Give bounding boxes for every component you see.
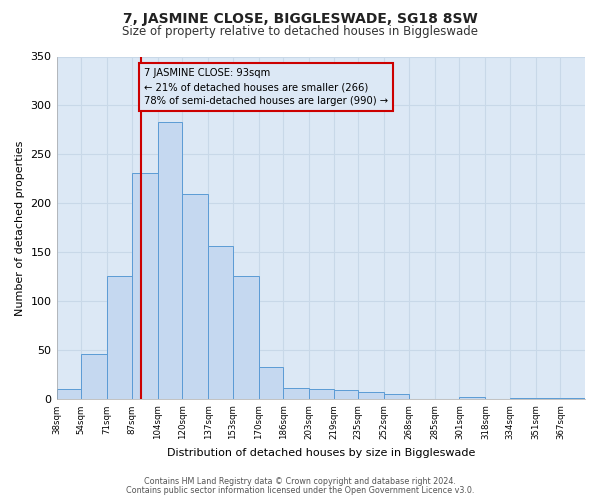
Bar — [233, 276, 259, 400]
Bar — [560, 398, 585, 400]
Bar — [208, 246, 233, 400]
Bar — [81, 354, 107, 400]
X-axis label: Distribution of detached houses by size in Biggleswade: Distribution of detached houses by size … — [167, 448, 475, 458]
Bar — [56, 388, 81, 400]
Text: Size of property relative to detached houses in Biggleswade: Size of property relative to detached ho… — [122, 25, 478, 38]
Bar — [259, 367, 283, 400]
Text: Contains public sector information licensed under the Open Government Licence v3: Contains public sector information licen… — [126, 486, 474, 495]
Bar — [358, 392, 385, 400]
Bar — [536, 398, 560, 400]
Text: 7 JASMINE CLOSE: 93sqm
← 21% of detached houses are smaller (266)
78% of semi-de: 7 JASMINE CLOSE: 93sqm ← 21% of detached… — [144, 68, 388, 106]
Text: 7, JASMINE CLOSE, BIGGLESWADE, SG18 8SW: 7, JASMINE CLOSE, BIGGLESWADE, SG18 8SW — [122, 12, 478, 26]
Bar — [309, 388, 334, 400]
Bar — [107, 276, 131, 400]
Bar — [158, 122, 182, 400]
Bar — [334, 390, 358, 400]
Bar — [510, 398, 536, 400]
Bar — [131, 173, 158, 400]
Bar — [283, 388, 309, 400]
Bar — [460, 398, 485, 400]
Text: Contains HM Land Registry data © Crown copyright and database right 2024.: Contains HM Land Registry data © Crown c… — [144, 478, 456, 486]
Y-axis label: Number of detached properties: Number of detached properties — [15, 140, 25, 316]
Bar — [182, 194, 208, 400]
Bar — [385, 394, 409, 400]
